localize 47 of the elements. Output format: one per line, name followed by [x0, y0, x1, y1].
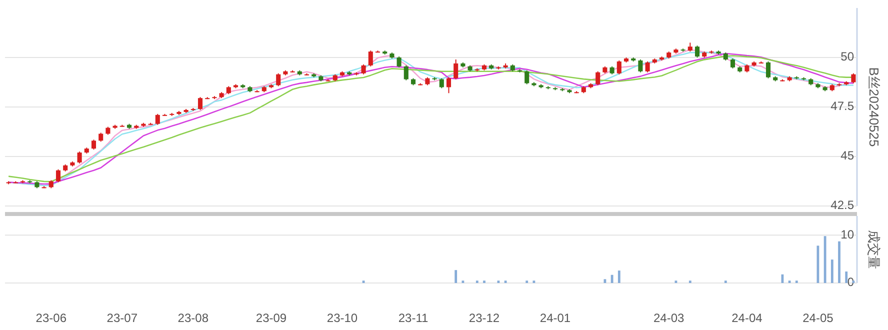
x-tick-label: 24-01	[540, 311, 571, 325]
candlestick	[454, 58, 458, 80]
x-tick-label: 23-11	[398, 311, 428, 325]
bar	[845, 272, 848, 283]
candlestick	[766, 60, 771, 79]
candlestick	[851, 72, 856, 84]
candlestick	[404, 64, 408, 81]
candlestick	[368, 50, 373, 67]
bar	[618, 270, 620, 283]
candlestick	[439, 78, 444, 89]
candlestick	[446, 76, 452, 94]
x-tick-label: 23-12	[468, 311, 500, 325]
candlestick	[730, 58, 736, 69]
candlestick	[616, 60, 622, 75]
x-tick-label: 24-05	[802, 311, 834, 325]
x-tick-label: 23-08	[178, 311, 209, 325]
candlestick	[91, 139, 96, 150]
y-tick-label: 47.5	[830, 99, 854, 114]
bar	[454, 270, 458, 283]
x-tick-label: 23-06	[36, 311, 67, 325]
x-tick-label: 23-09	[256, 311, 287, 325]
y-tick-label: 42.5	[830, 198, 854, 212]
candlestick	[645, 60, 650, 73]
bar	[610, 274, 614, 283]
x-tick-label: 23-10	[326, 311, 358, 325]
bar	[830, 260, 834, 283]
candlestick	[694, 45, 700, 58]
candlestick	[596, 70, 600, 86]
candlestick	[276, 72, 281, 87]
candlestick	[77, 151, 82, 164]
candlestick	[524, 70, 530, 85]
bar	[838, 241, 840, 283]
x-tick-label: 24-04	[732, 311, 763, 325]
candlestick	[56, 168, 61, 183]
candlestick	[198, 96, 203, 110]
candlestick	[396, 56, 402, 68]
y-tick-label: 10	[840, 227, 854, 242]
y-axis-title: 成交量	[866, 230, 882, 269]
x-tick-label: 23-07	[106, 311, 138, 325]
candlestick	[155, 113, 160, 126]
y-axis-title: B丝20240525	[866, 67, 882, 147]
x-tick-label: 24-03	[654, 311, 685, 325]
y-tick-label: 50	[840, 50, 854, 64]
bar	[824, 236, 826, 283]
candlestick	[361, 64, 366, 75]
y-tick-label: 45	[840, 148, 854, 163]
candlestick	[638, 58, 643, 73]
